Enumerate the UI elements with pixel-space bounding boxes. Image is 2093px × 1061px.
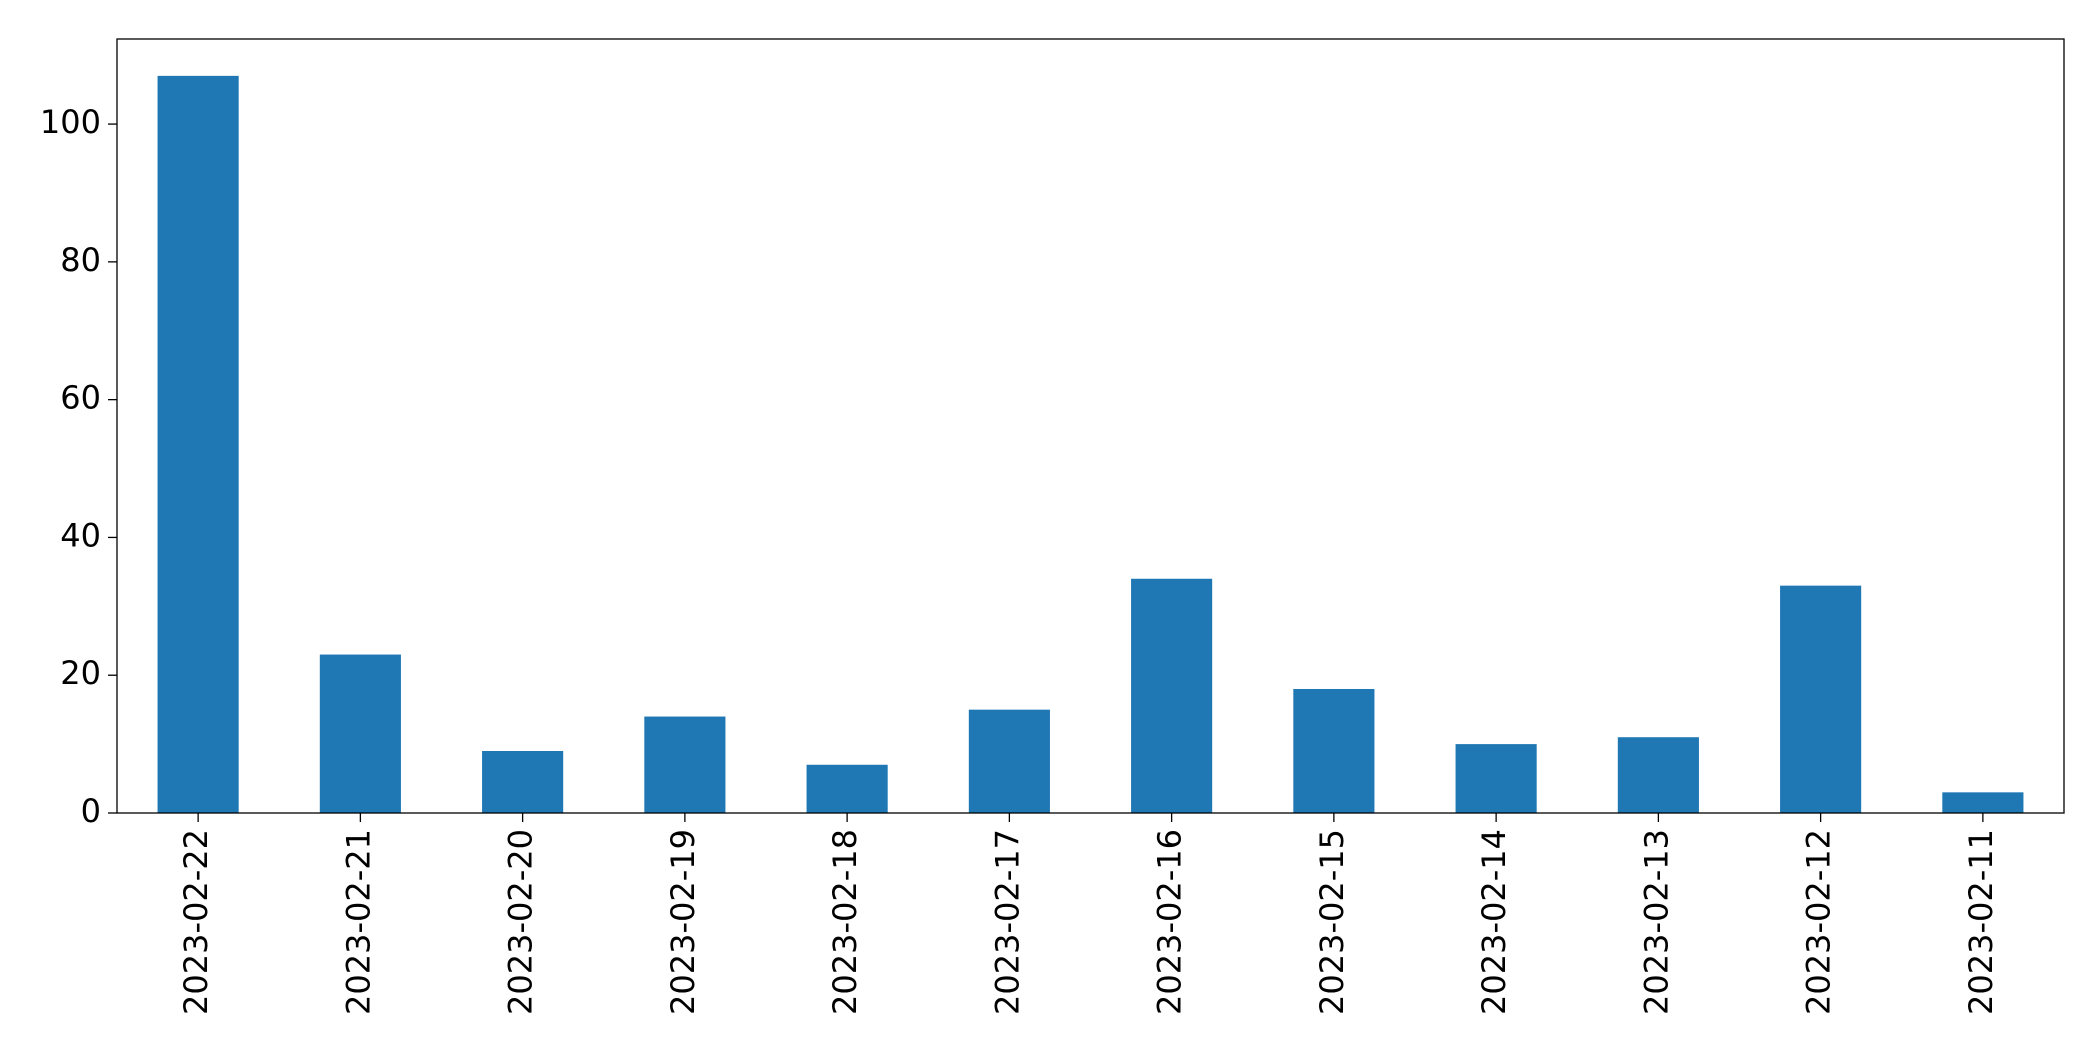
x-tick-label: 2023-02-17	[988, 829, 1026, 1015]
x-tick-label: 2023-02-12	[1800, 829, 1838, 1015]
x-tick-label: 2023-02-13	[1637, 829, 1675, 1015]
bar	[1293, 688, 1375, 813]
bar	[319, 654, 401, 813]
x-tick-label: 2023-02-11	[1962, 829, 2000, 1015]
y-tick-label: 20	[60, 654, 101, 692]
y-tick-label: 0	[81, 792, 101, 830]
x-tick-label: 2023-02-14	[1475, 829, 1513, 1015]
x-tick-label: 2023-02-18	[826, 829, 864, 1015]
y-tick-label: 100	[40, 103, 101, 141]
x-tick-label: 2023-02-19	[664, 829, 702, 1015]
y-tick-label: 80	[60, 241, 101, 279]
bar	[1617, 737, 1699, 813]
bar	[968, 709, 1050, 813]
x-tick-label: 2023-02-15	[1313, 829, 1351, 1015]
y-tick-label: 60	[60, 379, 101, 417]
bar	[1455, 744, 1537, 813]
bar	[157, 75, 239, 814]
bar	[644, 716, 726, 813]
x-tick-label: 2023-02-20	[502, 829, 540, 1015]
bar	[1942, 792, 2024, 813]
bar	[1780, 585, 1862, 813]
x-tick-label: 2023-02-16	[1151, 829, 1189, 1015]
bar	[1131, 578, 1213, 813]
x-tick-label: 2023-02-21	[339, 829, 377, 1015]
bar	[482, 750, 564, 813]
y-tick-label: 40	[60, 516, 101, 554]
plot-frame	[116, 38, 2065, 814]
x-tick-label: 2023-02-22	[177, 829, 215, 1015]
bar	[806, 764, 888, 813]
